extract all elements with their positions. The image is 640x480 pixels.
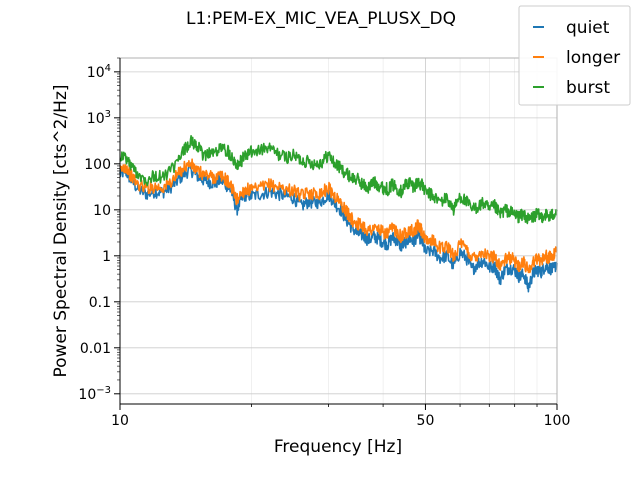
y-tick-label: 0.1 (89, 295, 111, 311)
y-tick-base: 10 (78, 387, 96, 403)
y-tick-exponent: 4 (105, 63, 111, 74)
legend-label-quiet: quiet (566, 18, 610, 38)
y-tick-label: 1 (102, 249, 111, 265)
legend-label-longer: longer (566, 48, 620, 68)
y-tick-label: 100 (84, 157, 111, 173)
legend: quiet longer burst (518, 5, 631, 106)
series-line-quiet (119, 162, 558, 293)
x-tick-label: 10 (111, 413, 129, 429)
y-tick-base: 10 (87, 65, 105, 81)
x-tick-label: 100 (544, 413, 571, 429)
plot-frame (119, 57, 558, 405)
y-tick-label: 10−3 (78, 385, 111, 403)
chart-title: L1:PEM-EX_MIC_VEA_PLUSX_DQ (186, 9, 456, 29)
series-layer (119, 135, 558, 293)
y-axis-label: Power Spectral Density [cts^2/Hz] (51, 84, 71, 377)
y-tick-exponent: 3 (105, 109, 111, 120)
series-line-burst (119, 135, 558, 225)
y-tick-base: 10 (87, 111, 105, 127)
y-tick-label: 10 (93, 203, 111, 219)
series-line-longer (119, 158, 558, 274)
x-axis: 10 50 100 (111, 403, 571, 429)
grid-lines (119, 58, 558, 404)
x-axis-label: Frequency [Hz] (274, 437, 402, 457)
y-tick-label: 104 (87, 63, 111, 81)
y-tick-label: 0.01 (80, 341, 111, 357)
legend-label-burst: burst (566, 78, 610, 98)
x-tick-label: 50 (417, 413, 435, 429)
y-tick-label: 103 (87, 109, 111, 127)
y-tick-exponent: −3 (96, 385, 111, 396)
legend-box (518, 5, 631, 106)
